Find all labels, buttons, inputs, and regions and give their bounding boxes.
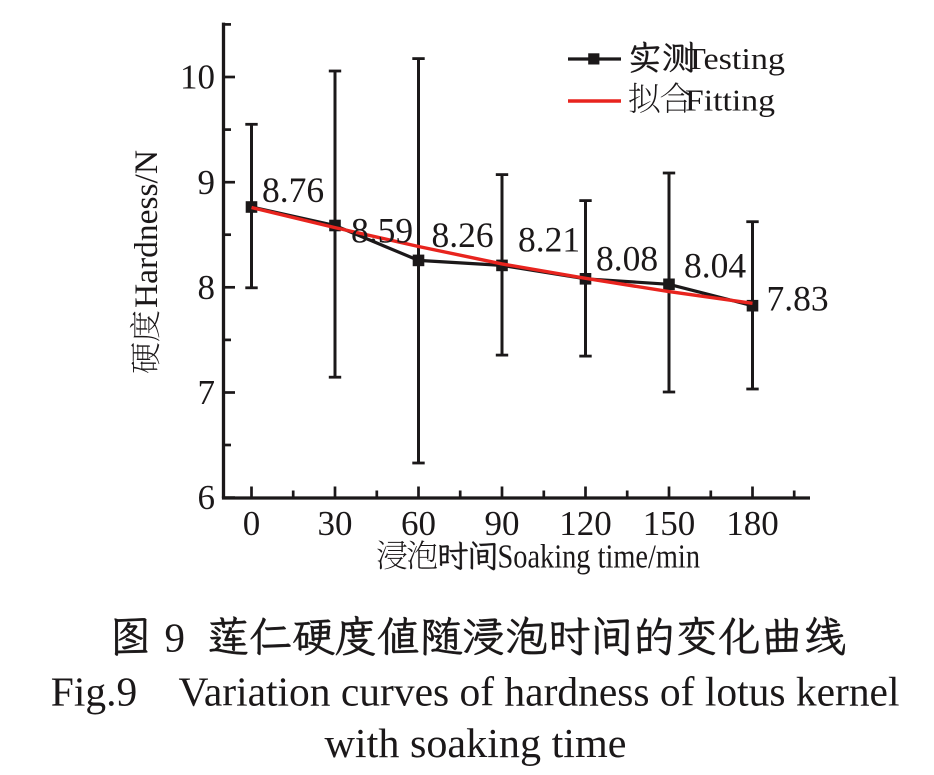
svg-text:90: 90 [485,504,520,543]
svg-text:8.21: 8.21 [518,220,580,260]
svg-text:9: 9 [198,163,216,202]
svg-text:8.26: 8.26 [432,215,494,255]
svg-text:Fitting: Fitting [685,84,775,118]
svg-text:Variation curves of hardness o: Variation curves of hardness of lotus ke… [179,669,900,715]
svg-text:30: 30 [318,504,353,543]
svg-text:10: 10 [180,58,215,97]
svg-text:Fig.9: Fig.9 [51,669,138,715]
svg-text:60: 60 [401,504,436,543]
svg-text:with soaking time: with soaking time [325,720,627,766]
svg-text:9: 9 [165,615,186,661]
svg-text:8.04: 8.04 [684,246,746,286]
svg-text:150: 150 [643,504,696,543]
svg-text:Hardness/N: Hardness/N [129,150,165,308]
svg-text:Testing: Testing [685,42,785,76]
svg-text:8.76: 8.76 [262,170,324,210]
svg-text:Soaking time/min: Soaking time/min [498,539,701,576]
svg-text:7: 7 [198,373,216,412]
svg-text:8.08: 8.08 [596,239,658,279]
svg-text:7.83: 7.83 [767,279,829,319]
svg-text:6: 6 [198,478,216,517]
svg-text:0: 0 [243,504,261,543]
svg-text:180: 180 [726,504,779,543]
svg-text:120: 120 [559,504,612,543]
svg-text:8: 8 [198,268,216,307]
svg-text:8.59: 8.59 [351,211,413,251]
